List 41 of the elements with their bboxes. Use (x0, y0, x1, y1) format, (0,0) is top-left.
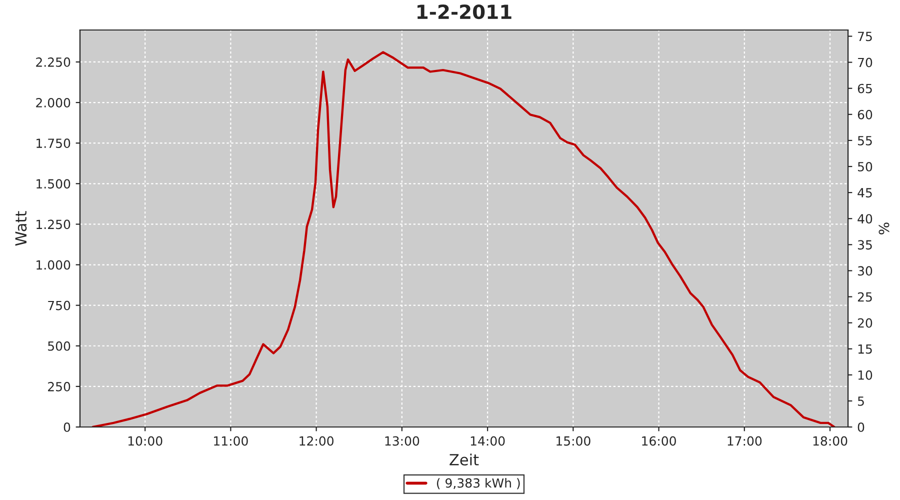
y2-tick-label: 35 (858, 240, 872, 250)
y2-tick-label: 55 (858, 136, 872, 146)
y2-tick-label: 75 (858, 32, 872, 42)
y2-tick-label: 10 (858, 370, 872, 380)
y2-tick-label: 70 (858, 58, 872, 68)
y-axis-title: Watt (15, 211, 27, 246)
y-tick-label: 1.500 (36, 179, 70, 189)
y2-tick-label: 50 (858, 162, 872, 172)
chart-title: 1-2-2011 (418, 4, 512, 20)
y2-tick-label: 20 (858, 318, 872, 328)
y2-tick-label: 15 (858, 344, 872, 354)
y2-axis-title: % (878, 222, 890, 234)
y-tick-label: 0 (64, 422, 70, 432)
x-tick-label: 16:00 (642, 436, 676, 446)
x-axis-title: Zeit (450, 454, 479, 466)
x-tick-label: 13:00 (385, 436, 420, 446)
y2-tick-label: 40 (858, 214, 872, 224)
y-tick-label: 750 (48, 300, 70, 310)
y-tick-label: 250 (48, 382, 70, 392)
y2-tick-label: 5 (858, 396, 864, 406)
x-tick-label: 10:00 (128, 436, 162, 446)
line-series (92, 51, 836, 427)
legend-label: ( 9,383 kWh ) (436, 478, 520, 490)
x-tick-label: 15:00 (556, 436, 590, 446)
y2-tick-label: 30 (858, 266, 872, 276)
y2-tick-label: 65 (858, 84, 872, 94)
y-tick-label: 1.250 (36, 220, 70, 230)
y-tick-label: 500 (48, 341, 70, 351)
y2-tick-label: 25 (858, 292, 872, 302)
x-tick-label: 12:00 (300, 436, 334, 446)
x-tick-label: 11:00 (214, 436, 248, 446)
y2-tick-label: 0 (858, 422, 864, 432)
y2-tick-label: 45 (858, 188, 872, 198)
x-tick-label: 14:00 (470, 436, 505, 446)
y-tick-label: 1.750 (36, 138, 70, 148)
x-tick-label: 18:00 (813, 436, 848, 446)
y-tick-label: 2.000 (36, 98, 70, 108)
y2-tick-label: 60 (858, 110, 872, 120)
y-tick-label: 1.000 (36, 260, 70, 270)
y-tick-label: 2.250 (36, 57, 70, 67)
x-tick-label: 17:00 (728, 436, 762, 446)
